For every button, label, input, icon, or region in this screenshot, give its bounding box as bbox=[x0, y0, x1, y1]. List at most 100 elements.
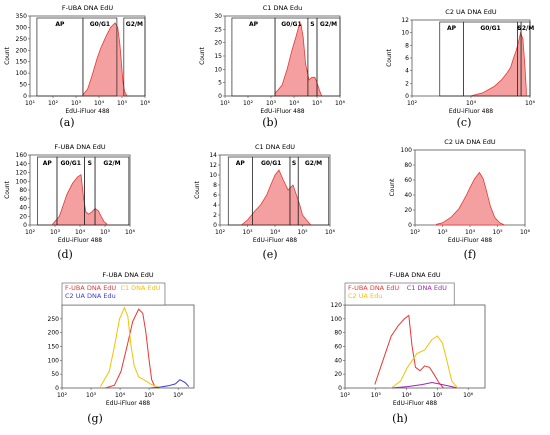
gate-label: G2/M bbox=[126, 21, 143, 28]
panel-caption: (f) bbox=[464, 248, 477, 261]
chart-title: C1 DNA Edu bbox=[263, 4, 302, 12]
gate-label: G2/M bbox=[103, 160, 120, 167]
gate-region bbox=[94, 156, 130, 226]
y-tick-label: 20 bbox=[334, 371, 342, 378]
histogram-area bbox=[436, 171, 505, 226]
y-tick-label: 4 bbox=[213, 202, 217, 209]
gate-label: G2/M bbox=[305, 160, 322, 167]
y-tick-label: 60 bbox=[404, 177, 412, 184]
chart-panel-a: F-UBA DNA EdU 0 50 100 150 200 250 300 350 10¹ 10²… bbox=[4, 4, 151, 129]
gate-label: AP bbox=[249, 21, 259, 28]
chart-title: F-UBA DNA EdU bbox=[54, 143, 105, 151]
x-tick-label: 10⁵ bbox=[432, 392, 443, 399]
y-tick-label: 250 bbox=[48, 316, 60, 323]
gate-region bbox=[231, 17, 276, 97]
panel-caption: (c) bbox=[457, 116, 472, 129]
x-tick-label: 10⁴ bbox=[115, 392, 126, 399]
plot-frame bbox=[344, 304, 486, 389]
gate-label: G0/G1 bbox=[261, 160, 281, 167]
gate-region bbox=[297, 156, 330, 226]
y-axis-label: Count bbox=[386, 48, 393, 66]
x-tick-label: 10² bbox=[25, 229, 36, 236]
y-tick-label: 10 bbox=[214, 66, 222, 73]
chart-title: C2 UA DNA EdU bbox=[444, 138, 496, 146]
x-tick-label: 10⁶ bbox=[140, 100, 151, 107]
gate-label: G2/M bbox=[517, 25, 534, 32]
panel-caption: (d) bbox=[57, 248, 73, 261]
gate-region bbox=[123, 17, 146, 97]
chart-panel-b: C1 DNA Edu 0 5 10 15 20 25 30 10¹ 10² 10³ 10⁴ 10⁵ 10⁶… bbox=[199, 4, 346, 129]
x-axis-label: EdU-iFluor 488 bbox=[58, 237, 102, 244]
gate-label: AP bbox=[236, 160, 246, 167]
y-axis-label: Count bbox=[4, 46, 11, 64]
y-tick-label: 20 bbox=[214, 40, 222, 47]
legend-entry: F-UBA DNA EdU bbox=[348, 284, 399, 292]
series-line bbox=[105, 308, 156, 389]
y-tick-label: 60 bbox=[19, 196, 27, 203]
y-tick-label: 20 bbox=[404, 207, 412, 214]
y-tick-label: 0 bbox=[408, 222, 412, 229]
legend-entry: F-UBA DNA EdU bbox=[65, 284, 116, 292]
y-tick-label: 200 bbox=[48, 330, 60, 337]
chart-panel-e: C1 DNA EdU 0 2 4 6 8 10 12 14 10² 10³ 10⁴ 10⁵ 10⁶ EdU-… bbox=[194, 143, 336, 261]
legend-entry: C1 DNA EdU bbox=[120, 284, 160, 292]
gate-label: G0/G1 bbox=[60, 160, 80, 167]
y-tick-label: 160 bbox=[16, 152, 28, 159]
y-tick-label: 0 bbox=[23, 222, 27, 229]
gate-label: AP bbox=[43, 160, 53, 167]
y-axis-label: Count bbox=[389, 178, 396, 196]
y-tick-label: 80 bbox=[19, 187, 27, 194]
y-tick-label: 25 bbox=[214, 26, 222, 33]
panel-caption: (a) bbox=[59, 116, 74, 129]
y-tick-label: 120 bbox=[16, 170, 28, 177]
x-tick-label: 10³ bbox=[437, 229, 448, 236]
y-tick-label: 40 bbox=[334, 357, 342, 364]
x-tick-label: 10² bbox=[243, 100, 254, 107]
series-line bbox=[150, 379, 190, 389]
y-tick-label: 60 bbox=[334, 344, 342, 351]
x-tick-label: 10⁶ bbox=[125, 229, 136, 236]
y-tick-label: 10 bbox=[401, 30, 409, 37]
gate-label: AP bbox=[55, 21, 65, 28]
chart-panel-h: F-UBA DNA EdU 0 20 40 60 80 100 120 10² 10³ 10⁴ 10⁵… bbox=[331, 271, 486, 425]
y-tick-label: 40 bbox=[404, 192, 412, 199]
x-tick-label: 10⁵ bbox=[492, 229, 503, 236]
gate-label: AP bbox=[447, 25, 457, 32]
x-tick-label: 10³ bbox=[50, 229, 61, 236]
gate-label: S bbox=[517, 25, 521, 32]
histogram-area bbox=[82, 22, 128, 97]
gate-region bbox=[36, 17, 84, 97]
gate-region bbox=[316, 17, 341, 97]
legend-entry: C1 DNA EdU bbox=[407, 284, 447, 292]
x-tick-label: 10⁵ bbox=[144, 392, 155, 399]
panel-caption: (h) bbox=[392, 412, 408, 425]
x-tick-label: 10² bbox=[215, 229, 226, 236]
chart-title: C1 DNA EdU bbox=[255, 143, 295, 151]
y-tick-label: 20 bbox=[19, 213, 27, 220]
gate-label: S bbox=[88, 160, 92, 167]
x-tick-label: 10⁴ bbox=[270, 229, 281, 236]
chart-panel-f: C2 UA DNA EdU 0 20 40 60 80 100 10² 10³ 10⁴ 10⁵ 10⁶… bbox=[389, 138, 531, 261]
y-tick-label: 100 bbox=[48, 357, 60, 364]
y-tick-label: 10 bbox=[209, 172, 217, 179]
x-axis-label: EdU-iFluor 488 bbox=[393, 400, 437, 407]
gate-label: G0/G1 bbox=[281, 21, 301, 28]
x-tick-label: 10³ bbox=[86, 392, 97, 399]
gate-region bbox=[37, 156, 58, 226]
x-tick-label: 10⁴ bbox=[75, 229, 86, 236]
x-tick-label: 10² bbox=[340, 392, 351, 399]
y-tick-label: 4 bbox=[405, 68, 409, 75]
gate-region bbox=[227, 156, 253, 226]
y-tick-label: 100 bbox=[16, 70, 28, 77]
y-tick-label: 40 bbox=[19, 205, 27, 212]
legend-box bbox=[344, 282, 455, 306]
x-tick-label: 10³ bbox=[71, 100, 82, 107]
y-axis-label: Count bbox=[199, 46, 206, 64]
series-line bbox=[391, 381, 458, 389]
x-axis-label: EdU-iFluor 488 bbox=[260, 108, 304, 115]
y-tick-label: 8 bbox=[405, 42, 409, 49]
legend-entry: C2 UA DNA Edu bbox=[65, 292, 116, 300]
x-tick-label: 10⁴ bbox=[465, 229, 476, 236]
chart-title: F-UBA DNA EdU bbox=[62, 4, 113, 12]
x-tick-label: 10² bbox=[48, 100, 59, 107]
